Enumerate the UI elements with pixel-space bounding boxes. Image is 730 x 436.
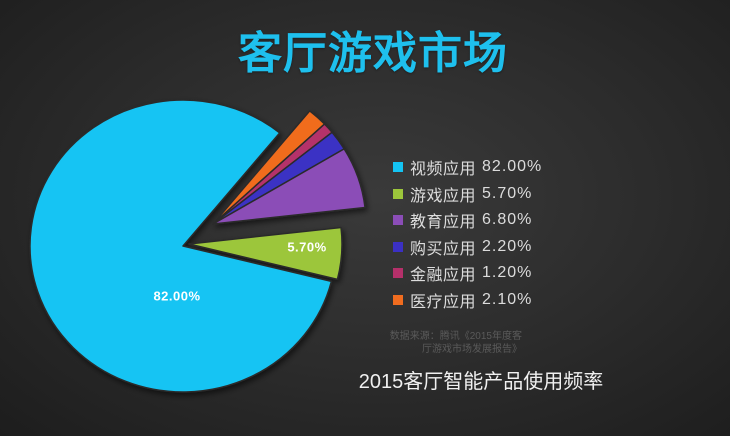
legend-label: 教育应用 <box>410 214 477 232</box>
legend-item: 医疗应用 2.10% <box>393 287 542 314</box>
pie-slice-education <box>212 148 366 225</box>
legend-item: 教育应用 6.80% <box>393 207 542 234</box>
legend-value: 2.10% <box>482 290 533 308</box>
legend-swatch <box>393 268 403 279</box>
legend-label: 金融应用 <box>410 267 477 285</box>
pie-slices <box>29 99 366 393</box>
chart-legend: 视频应用 82.00% 游戏应用 5.70% 教育应用 6.80% 购买应用 2… <box>393 154 542 313</box>
legend-value: 1.20% <box>482 264 533 282</box>
legend-value: 6.80% <box>482 211 533 229</box>
legend-value: 5.70% <box>482 184 533 202</box>
legend-swatch <box>393 294 403 305</box>
pie-data-label-game: 5.70% <box>287 239 327 255</box>
page-title: 客厅游戏市场 <box>238 29 508 78</box>
legend-item: 视频应用 82.00% <box>393 154 542 181</box>
legend-label: 医疗应用 <box>410 293 477 311</box>
pie-slice-video <box>29 99 333 393</box>
legend-item: 金融应用 1.20% <box>393 260 542 287</box>
legend-label: 游戏应用 <box>410 187 477 205</box>
legend-item: 购买应用 2.20% <box>393 234 542 261</box>
legend-label: 视频应用 <box>410 161 477 179</box>
legend-label: 购买应用 <box>410 240 477 258</box>
chart-caption: 2015客厅智能产品使用频率 <box>358 371 604 393</box>
legend-item: 游戏应用 5.70% <box>393 181 542 208</box>
legend-value: 2.20% <box>482 237 533 255</box>
legend-swatch <box>393 188 403 199</box>
source-note: 数据来源：腾讯《2015年度客厅游戏市场发展报告》 <box>389 331 522 355</box>
legend-swatch <box>393 162 403 173</box>
legend-value: 82.00% <box>482 158 543 176</box>
pie-data-label-video: 82.00% <box>153 288 201 304</box>
pie-slice-game <box>188 226 343 281</box>
legend-swatch <box>393 215 403 226</box>
legend-swatch <box>393 241 403 252</box>
